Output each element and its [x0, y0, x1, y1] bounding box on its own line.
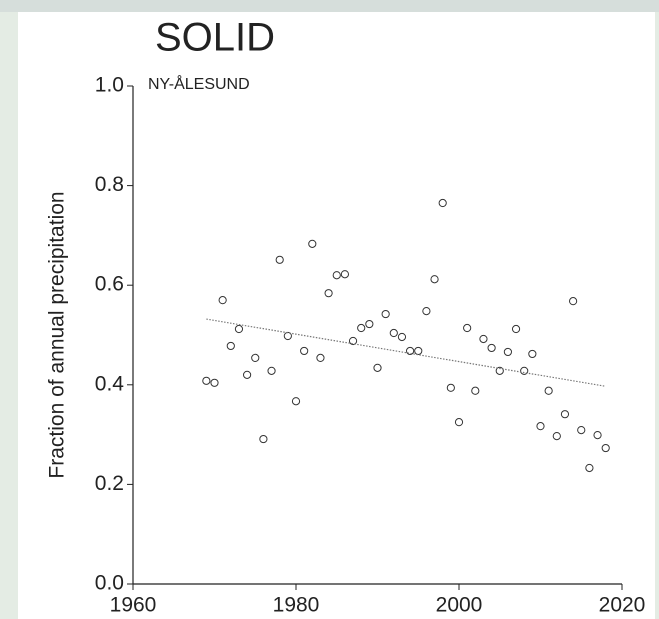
point: [267, 366, 276, 375]
point: [438, 198, 447, 208]
point: [511, 324, 521, 334]
point: [422, 306, 431, 316]
point: [430, 275, 439, 284]
point: [601, 443, 610, 453]
point: [243, 370, 252, 379]
point: [332, 271, 341, 280]
point: [544, 386, 553, 395]
point: [324, 289, 333, 298]
x-tick-label: 1960: [110, 594, 157, 617]
point: [210, 378, 219, 387]
point: [495, 366, 504, 375]
point: [577, 426, 586, 435]
top-strip: [0, 0, 659, 12]
point: [259, 434, 268, 444]
point: [389, 328, 398, 338]
point: [218, 296, 227, 305]
x-tick-label: 1980: [273, 594, 320, 617]
point: [251, 353, 260, 363]
point: [454, 418, 464, 427]
point: [275, 255, 284, 264]
point: [528, 349, 537, 359]
point: [414, 346, 423, 356]
point: [520, 366, 529, 375]
point: [234, 324, 244, 334]
point: [226, 341, 235, 351]
point: [283, 331, 292, 341]
point: [308, 239, 317, 248]
point: [446, 383, 455, 392]
point: [479, 334, 488, 344]
point: [569, 297, 578, 306]
point: [585, 463, 594, 473]
point: [357, 323, 366, 333]
y-tick-label: 0.2: [95, 472, 124, 495]
y-tick-label: 1.0: [95, 74, 124, 97]
y-axis-label: Fraction of annual precipitation: [46, 191, 69, 478]
point: [397, 332, 407, 342]
panel: [18, 12, 655, 619]
y-tick-label: 0.8: [95, 173, 124, 196]
point: [340, 270, 349, 279]
point: [406, 346, 415, 356]
x-tick-label: 2000: [436, 594, 483, 617]
trend-line: [206, 318, 606, 387]
point: [300, 346, 309, 356]
point: [373, 363, 382, 372]
point: [593, 430, 602, 440]
y-tick-label: 0.4: [95, 372, 125, 395]
point: [471, 386, 480, 395]
annotation: NY-ÅLESUND: [148, 74, 250, 93]
point: [316, 353, 325, 363]
point: [202, 376, 211, 385]
point: [463, 323, 472, 333]
point: [365, 319, 374, 329]
point: [381, 309, 390, 319]
point: [536, 422, 545, 431]
point: [487, 343, 496, 353]
chart-title: SOLID: [155, 16, 275, 60]
point: [348, 336, 358, 346]
y-tick-label: 0.6: [95, 273, 124, 296]
point: [552, 431, 561, 441]
x-tick-label: 2020: [599, 594, 646, 617]
point: [503, 347, 512, 357]
point: [291, 397, 301, 406]
point: [560, 410, 570, 419]
y-tick-label: 0.0: [95, 572, 124, 595]
